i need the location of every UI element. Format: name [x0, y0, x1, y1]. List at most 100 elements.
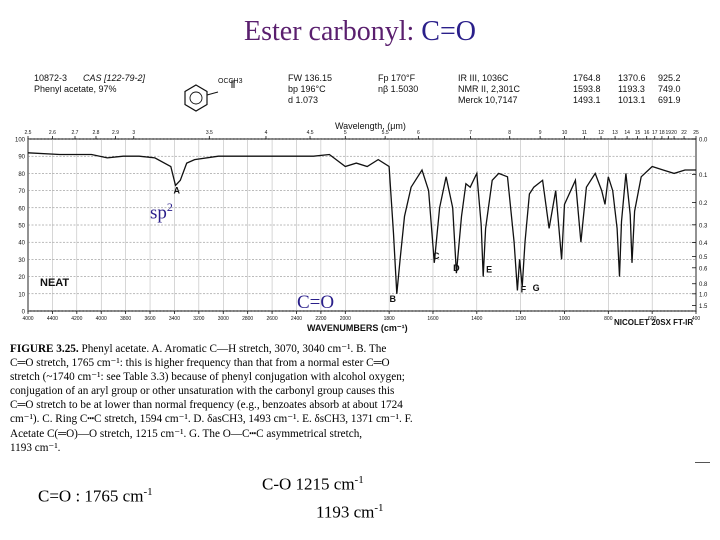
wavenumber-tick-label: 4000 [96, 316, 107, 322]
peak-label-c: C [433, 251, 440, 261]
figure-caption-line-8: 1193 cm⁻¹. [10, 441, 61, 454]
wavenumber-tick-label: 800 [604, 316, 613, 322]
wavelength-tick-label: 18 [659, 130, 665, 136]
peak-label-g: G [533, 283, 540, 293]
wavelength-tick-label: 17 [652, 130, 658, 136]
wavenumber-tick-label: 1400 [471, 316, 482, 322]
wavenumber-tick-label: 3400 [169, 316, 180, 322]
wavelength-tick-label: 25 [693, 130, 699, 136]
wavenumber-tick-label: 2600 [267, 316, 278, 322]
note-c-o-frequency-1: C-O 1215 cm-1 [262, 474, 364, 495]
note-co-text: C=O : 1765 cm [38, 486, 144, 506]
sp2-annotation-text: sp [150, 202, 167, 224]
wavelength-tick-label: 14 [624, 130, 630, 136]
wavelength-tick-label: 9 [539, 130, 542, 136]
wavenumber-tick-label: 1000 [559, 316, 570, 322]
wavenumber-tick-label: 3600 [144, 316, 155, 322]
wavelength-tick-label: 5.5 [382, 130, 389, 136]
merck-reference: Merck 10,7147 [458, 95, 518, 105]
wavenumber-tick-label: 3200 [193, 316, 204, 322]
sp2-annotation: sp2 [150, 200, 173, 224]
slide-title: Ester carbonyl: C=O [0, 16, 720, 48]
wavelength-tick-label: 13 [612, 130, 618, 136]
note-c-o-superscript-2: -1 [374, 502, 384, 514]
transmittance-tick-label: 0 [22, 310, 26, 316]
absorbance-tick-label: 1.0 [699, 292, 708, 298]
wavenumber-tick-label: 2400 [291, 316, 302, 322]
wavelength-axis-label: Wavelength, (μm) [335, 121, 406, 131]
wavenumber-axis: 4000 4400 4200 4000 3800 3600 3400 3200 3000 2800… [22, 311, 700, 322]
sample-label: NEAT [40, 277, 69, 289]
note-c-o-frequency-2: 1193 cm-1 [316, 502, 384, 523]
transmittance-gridlines [28, 138, 696, 312]
note-c-o-text-2: 1193 cm [316, 502, 375, 522]
slide-title-prefix: Ester carbonyl: [244, 16, 415, 47]
peak-list-2-row-3: 1013.1 [618, 95, 646, 105]
wavenumber-tick-label: 1200 [515, 316, 526, 322]
wavenumber-tick-label: 1800 [384, 316, 395, 322]
wavelength-tick-label: 4 [265, 130, 268, 136]
flash-point: Fp 170°F [378, 73, 416, 83]
wavelength-tick-label: 8 [508, 130, 511, 136]
absorbance-tick-label: 0.3 [699, 223, 708, 229]
spectrum-trace [27, 152, 696, 294]
peak-list-1-row-1: 1764.8 [573, 73, 601, 83]
figure-caption: FIGURE 3.25. Phenyl acetate. A. Aromatic… [10, 342, 500, 455]
peak-list-3-row-3: 691.9 [658, 95, 681, 105]
corner-rule [695, 462, 710, 463]
density: d 1.073 [288, 95, 319, 105]
wavenumber-tick-label: 600 [648, 316, 657, 322]
wavelength-tick-label: 15 [635, 130, 641, 136]
nmr-reference: NMR II, 2,301C [458, 84, 521, 94]
transmittance-tick-label: 40 [18, 241, 25, 247]
absorbance-tick-label: 0.6 [699, 266, 708, 272]
peak-label-b: B [390, 294, 397, 304]
note-co-superscript: -1 [143, 486, 153, 498]
wavenumber-tick-label: 400 [692, 316, 701, 322]
boiling-point: bp 196°C [288, 84, 326, 94]
wavelength-tick-label: 3 [132, 130, 135, 136]
transmittance-tick-label: 60 [18, 206, 25, 212]
instrument-label: NICOLET 20SX FT-IR [614, 318, 693, 327]
wavelength-tick-label: 22 [681, 130, 687, 136]
peak-list-1-row-3: 1493.1 [573, 95, 601, 105]
co-annotation: C=O [297, 292, 335, 313]
transmittance-tick-label: 80 [18, 172, 25, 178]
wavenumber-tick-label: 2800 [242, 316, 253, 322]
wavelength-tick-label: 10 [562, 130, 568, 136]
wavelength-tick-label: 5 [344, 130, 347, 136]
transmittance-tick-label: 20 [18, 275, 25, 281]
absorbance-tick-label: 0.8 [699, 282, 708, 288]
wavelength-axis: 2.5 2.6 2.7 2.8 2.9 3 3.5 4 4.5 5 5.5 6 7 8 9 10 11 12 13 1… [25, 130, 699, 139]
note-co-frequency: C=O : 1765 cm-1 [38, 486, 153, 507]
formula-weight: FW 136.15 [288, 73, 333, 83]
wavelength-tick-label: 2.7 [72, 130, 79, 136]
transmittance-tick-label: 30 [18, 258, 25, 264]
slide-title-group: C=O [421, 16, 476, 47]
wavenumber-tick-label: 4400 [47, 316, 58, 322]
wavelength-tick-label: 2.6 [49, 130, 56, 136]
transmittance-tick-label: 50 [18, 224, 25, 230]
wavelength-tick-label: 4.5 [307, 130, 314, 136]
wavenumber-axis-label: WAVENUMBERS (cm⁻¹) [307, 323, 408, 333]
cas-number: CAS [122-79-2] [83, 73, 146, 83]
transmittance-tick-label: 100 [15, 138, 26, 144]
wavenumber-tick-label: 3800 [120, 316, 131, 322]
wavelength-tick-label: 12 [598, 130, 604, 136]
peak-list-1-row-2: 1593.8 [573, 84, 601, 94]
transmittance-tick-label: 90 [18, 155, 25, 161]
spectrum-header: 10872-3 CAS [122-79-2] Phenyl acetate, 9… [28, 68, 700, 128]
figure-caption-line-5: C═O stretch to be at lower than normal f… [10, 399, 403, 412]
absorbance-tick-label: 1.5 [699, 304, 708, 310]
wavelength-tick-label: 6 [417, 130, 420, 136]
figure-caption-line-7: Acetate C(═O)—O stretch, 1215 cm⁻¹. G. T… [10, 427, 363, 440]
note-c-o-text-1: C-O 1215 cm [262, 474, 355, 494]
transmittance-tick-label: 70 [18, 189, 25, 195]
wavenumber-tick-label: 4000 [22, 316, 33, 322]
note-c-o-superscript-1: -1 [354, 474, 364, 486]
figure-caption-line-3: stretch (~1740 cm⁻¹: see Table 3.3) beca… [10, 371, 405, 384]
wavenumber-tick-label: 1600 [427, 316, 438, 322]
refractive-index: nβ 1.5030 [378, 84, 419, 94]
